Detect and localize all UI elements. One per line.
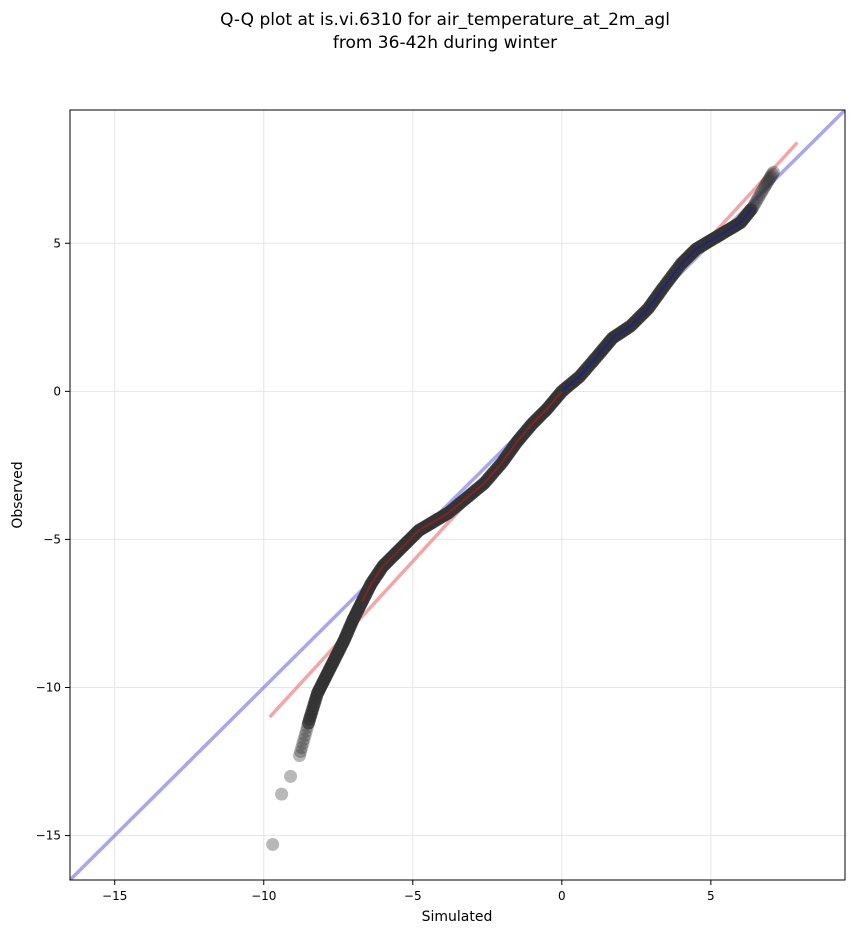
upper-center-trace [561,207,754,393]
qq-point [764,169,778,183]
qq-point [284,769,298,783]
qq-point [762,173,776,187]
qq-point [296,736,310,750]
x-tick-label: −5 [404,889,422,903]
y-tick-label: −15 [36,829,61,843]
y-tick-label: −5 [43,532,61,546]
y-tick-label: 0 [53,384,61,398]
qq-point [752,190,766,204]
y-tick-label: −10 [36,681,61,695]
chart-title-line-2: from 36-42h during winter [333,33,557,53]
qq-point [755,185,769,199]
qq-point [298,728,312,742]
x-tick-label: −10 [251,889,276,903]
qq-point [763,171,777,185]
lower-center-trace [361,390,563,603]
qq-point [294,745,308,759]
qq-point [275,787,289,801]
qq-point [756,183,770,197]
qq-point [765,167,779,181]
qq-point [297,732,311,746]
x-axis-label: Simulated [422,909,493,925]
qq-point [750,193,764,207]
qq-point [295,740,309,754]
qq-point [753,188,767,202]
plot-frame [69,109,846,881]
y-axis: −15 −10 −5 0 5 [36,236,70,843]
qq-point [766,165,780,179]
plot-area [70,110,845,880]
qq-point [749,196,763,210]
x-tick-label: 0 [558,889,566,903]
chart-title-line-1: Q-Q plot at is.vi.6310 for air_temperatu… [220,10,670,30]
qq-point [266,837,280,851]
qq-point [758,180,772,194]
qq-point [760,176,774,190]
qq-point [293,749,307,763]
x-axis: −15 −10 −5 0 5 [102,880,715,903]
x-tick-label: 5 [707,889,715,903]
qq-point [759,178,773,192]
y-tick-label: 5 [53,236,61,250]
qq-point [761,174,775,188]
y-axis-label: Observed [10,461,26,528]
x-tick-label: −15 [102,889,127,903]
